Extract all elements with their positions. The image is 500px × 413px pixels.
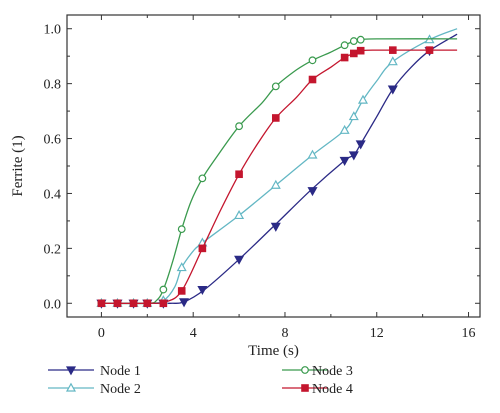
data-point-node-1 xyxy=(387,85,398,95)
legend-label-node-2: Node 2 xyxy=(100,382,141,397)
data-point-node-2 xyxy=(234,209,245,220)
series-node-3 xyxy=(97,35,458,308)
data-point-node-4 xyxy=(113,299,122,308)
data-point-node-1 xyxy=(355,140,366,150)
data-point-node-3 xyxy=(349,37,358,45)
legend-item-node-2: Node 2 xyxy=(48,382,141,397)
y-tick-label: 0.6 xyxy=(44,133,62,148)
legend-item-node-1: Node 1 xyxy=(48,364,141,379)
x-axis-title: Time (s) xyxy=(248,343,299,359)
data-point-node-3 xyxy=(356,35,365,44)
x-tick-label: 4 xyxy=(190,326,197,341)
data-point-node-2 xyxy=(387,56,398,66)
legend-marker-node-3 xyxy=(301,366,309,374)
legend-item-node-4: Node 4 xyxy=(282,382,353,397)
x-tick-label: 8 xyxy=(281,326,288,341)
data-point-node-4 xyxy=(308,75,317,84)
legend-label-node-4: Node 4 xyxy=(312,382,353,397)
legend: Node 1 Node 2 Node 3 Node 4 xyxy=(48,364,353,397)
series-node-4 xyxy=(97,46,458,308)
data-point-node-2 xyxy=(176,262,187,272)
legend-item-node-3: Node 3 xyxy=(282,364,353,379)
data-point-node-1 xyxy=(307,187,318,197)
data-point-node-4 xyxy=(235,170,243,179)
plot-area xyxy=(66,14,481,318)
data-point-node-1 xyxy=(339,156,350,166)
legend-marker-node-1 xyxy=(65,366,77,376)
series-line-node-1 xyxy=(101,33,458,305)
data-point-node-3 xyxy=(271,82,280,91)
data-point-node-1 xyxy=(178,298,190,308)
y-axis-title: Ferrite (1) xyxy=(10,135,26,196)
data-point-node-4 xyxy=(425,46,434,54)
data-point-node-1 xyxy=(234,255,245,265)
x-axis: 0 4 8 12 16 xyxy=(98,15,476,341)
data-point-node-3 xyxy=(340,41,349,50)
x-tick-label: 12 xyxy=(370,326,384,341)
y-tick-label: 1.0 xyxy=(44,23,62,38)
data-point-node-4 xyxy=(198,244,207,253)
series-node-2 xyxy=(96,28,458,307)
data-point-node-4 xyxy=(340,53,349,62)
data-point-node-4 xyxy=(271,114,280,122)
legend-marker-node-4 xyxy=(301,384,309,392)
data-point-node-3 xyxy=(159,285,168,294)
series-node-1 xyxy=(96,33,458,309)
data-point-node-4 xyxy=(159,299,168,308)
data-point-node-3 xyxy=(308,56,317,65)
data-point-node-3 xyxy=(235,122,243,131)
data-point-node-1 xyxy=(270,222,281,232)
data-point-node-4 xyxy=(97,299,106,308)
y-axis: 0.0 0.2 0.4 0.6 0.8 1.0 xyxy=(44,23,480,312)
data-point-node-4 xyxy=(129,299,138,308)
x-tick-label: 16 xyxy=(462,326,476,341)
legend-label-node-3: Node 3 xyxy=(312,364,353,379)
data-point-node-2 xyxy=(339,124,350,134)
data-point-node-2 xyxy=(348,111,359,121)
series-line-node-2 xyxy=(101,28,458,305)
legend-label-node-1: Node 1 xyxy=(100,364,141,379)
data-point-node-4 xyxy=(143,299,152,308)
y-tick-label: 0.0 xyxy=(44,297,62,312)
y-tick-label: 0.4 xyxy=(44,187,62,202)
data-point-node-4 xyxy=(356,46,365,55)
legend-marker-node-2 xyxy=(65,382,77,392)
series-line-node-3 xyxy=(101,38,458,305)
data-point-node-1 xyxy=(348,151,359,161)
data-point-node-2 xyxy=(270,179,281,189)
data-point-node-1 xyxy=(197,285,208,295)
data-point-node-3 xyxy=(198,174,207,183)
data-point-node-4 xyxy=(177,287,186,295)
data-point-node-3 xyxy=(177,225,186,234)
data-point-node-2 xyxy=(307,149,318,159)
data-point-node-2 xyxy=(357,94,369,104)
y-tick-label: 0.8 xyxy=(44,78,62,93)
data-point-node-4 xyxy=(350,49,358,58)
data-point-node-4 xyxy=(389,46,397,54)
x-tick-label: 0 xyxy=(98,326,105,341)
y-tick-label: 0.2 xyxy=(44,242,62,257)
